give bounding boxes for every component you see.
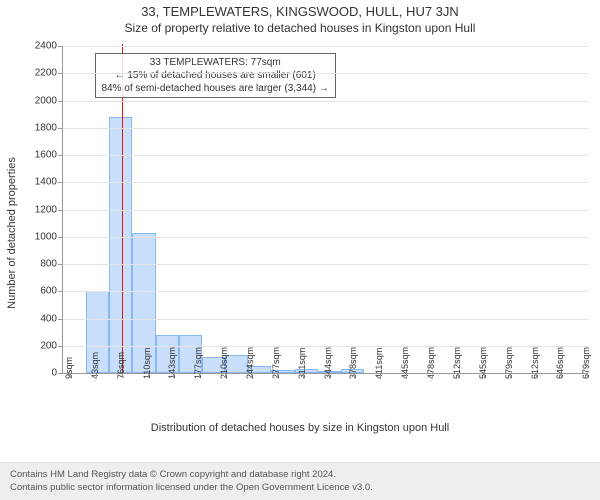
y-tick-mark xyxy=(58,373,63,374)
grid-line xyxy=(63,291,588,292)
x-tick-label: 277sqm xyxy=(271,347,281,379)
x-tick-mark xyxy=(458,373,459,378)
x-tick-mark xyxy=(380,373,381,378)
grid-line xyxy=(63,210,588,211)
x-tick-mark xyxy=(536,373,537,378)
x-tick-label: 545sqm xyxy=(478,347,488,379)
grid-line xyxy=(63,73,588,74)
grid-line xyxy=(63,101,588,102)
x-tick-label: 110sqm xyxy=(142,348,152,379)
page-title-1: 33, TEMPLEWATERS, KINGSWOOD, HULL, HU7 3… xyxy=(0,0,600,19)
x-tick-mark xyxy=(432,373,433,378)
y-tick-mark xyxy=(58,210,63,211)
x-tick-label: 646sqm xyxy=(555,347,565,379)
x-tick-label: 478sqm xyxy=(426,347,436,379)
x-tick-mark xyxy=(277,373,278,378)
x-tick-label: 210sqm xyxy=(219,347,229,379)
x-tick-label: 9sqm xyxy=(64,357,74,379)
x-tick-mark xyxy=(96,373,97,378)
page-title-2: Size of property relative to detached ho… xyxy=(0,19,600,39)
x-tick-label: 76sqm xyxy=(116,352,126,379)
x-tick-mark xyxy=(225,373,226,378)
x-axis-label: Distribution of detached houses by size … xyxy=(0,422,600,434)
annotation-box: 33 TEMPLEWATERS: 77sqm ← 15% of detached… xyxy=(95,53,336,98)
x-tick-mark xyxy=(199,373,200,378)
x-tick-label: 378sqm xyxy=(348,347,358,379)
y-tick-mark xyxy=(58,128,63,129)
x-tick-label: 344sqm xyxy=(323,347,333,379)
x-tick-label: 177sqm xyxy=(193,347,203,379)
x-tick-mark xyxy=(303,373,304,378)
x-tick-mark xyxy=(406,373,407,378)
x-tick-mark xyxy=(354,373,355,378)
footer: Contains HM Land Registry data © Crown c… xyxy=(0,462,600,500)
chart-container: Number of detached properties 33 TEMPLEW… xyxy=(0,38,600,428)
y-tick-mark xyxy=(58,182,63,183)
x-tick-label: 143sqm xyxy=(167,347,177,379)
y-tick-mark xyxy=(58,264,63,265)
grid-line xyxy=(63,237,588,238)
x-tick-label: 445sqm xyxy=(400,347,410,379)
x-tick-mark xyxy=(561,373,562,378)
x-tick-mark xyxy=(122,373,123,378)
y-tick-mark xyxy=(58,237,63,238)
footer-line-2: Contains public sector information licen… xyxy=(10,482,590,494)
x-tick-label: 579sqm xyxy=(504,347,514,379)
annotation-line-3: 84% of semi-detached houses are larger (… xyxy=(102,82,329,95)
y-tick-mark xyxy=(58,346,63,347)
x-tick-mark xyxy=(587,373,588,378)
grid-line xyxy=(63,319,588,320)
x-tick-mark xyxy=(70,373,71,378)
x-tick-mark xyxy=(148,373,149,378)
plot-area: 33 TEMPLEWATERS: 77sqm ← 15% of detached… xyxy=(62,46,588,374)
y-axis-label: Number of detached properties xyxy=(6,157,18,309)
annotation-line-1: 33 TEMPLEWATERS: 77sqm xyxy=(102,56,329,69)
x-tick-mark xyxy=(329,373,330,378)
x-tick-mark xyxy=(173,373,174,378)
x-tick-mark xyxy=(510,373,511,378)
x-tick-label: 43sqm xyxy=(90,352,100,379)
grid-line xyxy=(63,128,588,129)
grid-line xyxy=(63,264,588,265)
x-tick-label: 612sqm xyxy=(530,347,540,379)
x-tick-mark xyxy=(251,373,252,378)
footer-line-1: Contains HM Land Registry data © Crown c… xyxy=(10,469,590,481)
grid-line xyxy=(63,46,588,47)
grid-line xyxy=(63,182,588,183)
y-tick-mark xyxy=(58,73,63,74)
x-tick-label: 411sqm xyxy=(374,348,384,379)
y-tick-mark xyxy=(58,291,63,292)
y-tick-mark xyxy=(58,155,63,156)
grid-line xyxy=(63,155,588,156)
y-tick-mark xyxy=(58,46,63,47)
y-tick-mark xyxy=(58,101,63,102)
x-tick-label: 512sqm xyxy=(452,347,462,379)
annotation-line-2: ← 15% of detached houses are smaller (60… xyxy=(102,69,329,82)
x-tick-label: 244sqm xyxy=(245,347,255,379)
x-tick-mark xyxy=(484,373,485,378)
x-tick-label: 679sqm xyxy=(581,347,591,379)
x-tick-label: 311sqm xyxy=(297,348,307,379)
y-tick-mark xyxy=(58,319,63,320)
